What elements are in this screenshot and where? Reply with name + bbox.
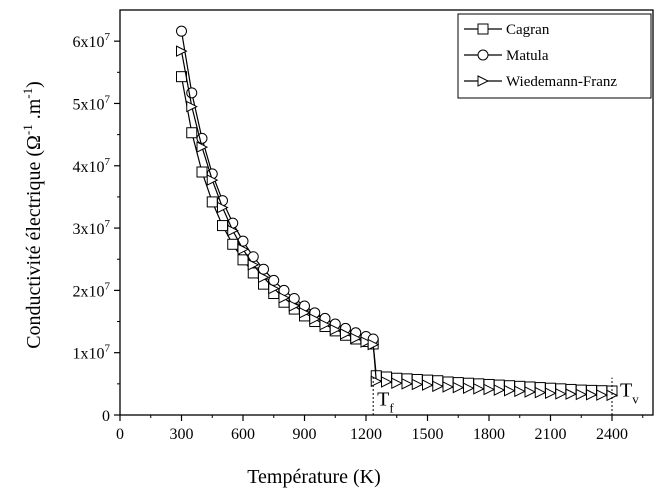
- x-tick-label: 300: [170, 426, 194, 443]
- data-point: [442, 381, 455, 393]
- legend-marker: [477, 75, 490, 87]
- x-tick-label: 1800: [473, 426, 505, 443]
- data-point: [196, 141, 209, 153]
- data-point: [411, 378, 424, 391]
- data-point: [534, 386, 547, 399]
- y-axis-title: Conductivité électrique (Ω-1 .m-1): [20, 81, 45, 349]
- data-point: [596, 389, 608, 401]
- x-tick-label: 1200: [350, 426, 382, 443]
- data-point: [258, 271, 270, 284]
- axes: 0 300 600 900 1200 1500 1800 2100 2400 0 1x107 2x10…: [73, 9, 654, 443]
- y-axis-title-main: Conductivité électrique (Ω: [23, 135, 45, 349]
- data-point: [473, 383, 485, 395]
- legend-marker: [477, 23, 489, 35]
- data-point: [422, 379, 434, 391]
- data-point: [391, 377, 403, 390]
- x-axis-title: Température (K): [247, 466, 381, 488]
- data-point: [381, 376, 393, 388]
- legend-entry: Cagran: [464, 22, 550, 38]
- y-tick-label: 4x107: [73, 156, 111, 176]
- legend-label: Matula: [506, 48, 549, 64]
- data-point: [367, 338, 380, 351]
- x-tick-label: 900: [293, 426, 317, 443]
- data-point: [309, 313, 321, 325]
- legend-entry: Wiedemann-Franz: [464, 74, 617, 90]
- y-tick-label: 6x107: [73, 31, 111, 51]
- annotation-label: Tf: [377, 389, 394, 416]
- x-tick-label: 0: [116, 426, 124, 443]
- data-point: [401, 378, 414, 390]
- data-point: [247, 259, 260, 271]
- data-point: [493, 384, 506, 396]
- data-point: [370, 375, 383, 388]
- data-point: [545, 387, 557, 400]
- data-point: [350, 332, 362, 345]
- y-axis-title-exp1: -1: [20, 124, 35, 135]
- data-point: [463, 382, 475, 395]
- data-point: [227, 238, 239, 250]
- data-point: [586, 388, 598, 401]
- data-point: [268, 274, 280, 286]
- legend-label: Wiedemann-Franz: [506, 74, 617, 90]
- data-point: [206, 196, 218, 208]
- data-point: [217, 201, 229, 214]
- data-point: [186, 100, 198, 113]
- y-tick-label: 0: [102, 408, 110, 425]
- x-tick-label: 2400: [596, 426, 628, 443]
- data-point: [360, 336, 373, 348]
- data-point: [268, 282, 280, 295]
- data-point: [288, 300, 301, 312]
- y-axis-title-exp2: -1: [20, 88, 35, 99]
- data-point: [555, 388, 567, 400]
- plot-frame: [119, 9, 654, 416]
- data-point: [452, 381, 465, 394]
- x-tick-label: 600: [231, 426, 255, 443]
- data-point: [504, 384, 516, 397]
- annotation-label: Tv: [620, 379, 639, 406]
- data-point: [206, 174, 219, 186]
- data-point: [176, 25, 187, 37]
- data-point: [524, 386, 537, 398]
- data-point: [237, 254, 249, 266]
- data-point: [196, 166, 208, 178]
- legend-label: Cagran: [506, 22, 550, 38]
- legend: Cagran Matula Wiedemann-Franz: [457, 13, 652, 99]
- series-line: [180, 50, 613, 396]
- series-cagran: [176, 71, 618, 397]
- annotations: Tf Tv: [372, 377, 639, 416]
- x-tick-label: 2100: [535, 426, 567, 443]
- data-point: [278, 292, 291, 304]
- series-line: [180, 76, 613, 392]
- y-tick-label: 3x107: [73, 218, 111, 238]
- data-point: [483, 383, 496, 396]
- data-point: [432, 380, 444, 393]
- data-point: [227, 224, 239, 237]
- y-axis-title-end: ): [23, 81, 45, 88]
- data-point: [258, 263, 269, 275]
- legend-entry: Matula: [464, 48, 549, 64]
- data-point: [329, 323, 342, 336]
- data-point: [176, 45, 188, 57]
- data-point: [340, 328, 352, 340]
- data-point: [575, 388, 588, 401]
- data-point: [514, 385, 526, 398]
- y-tick-label: 1x107: [73, 343, 111, 363]
- series-group: [176, 25, 619, 402]
- series-wiedemann-franz: [176, 45, 619, 402]
- data-point: [319, 318, 332, 331]
- y-tick-label: 2x107: [73, 280, 111, 300]
- x-tick-label: 1500: [412, 426, 444, 443]
- legend-box: [457, 13, 652, 99]
- data-point: [237, 243, 250, 256]
- data-point: [186, 127, 198, 139]
- y-tick-label: 5x107: [73, 93, 111, 113]
- data-point: [565, 388, 578, 400]
- y-axis-title-mid: .m: [23, 98, 45, 124]
- data-point: [217, 220, 228, 232]
- data-point: [299, 307, 311, 319]
- legend-marker: [477, 49, 489, 61]
